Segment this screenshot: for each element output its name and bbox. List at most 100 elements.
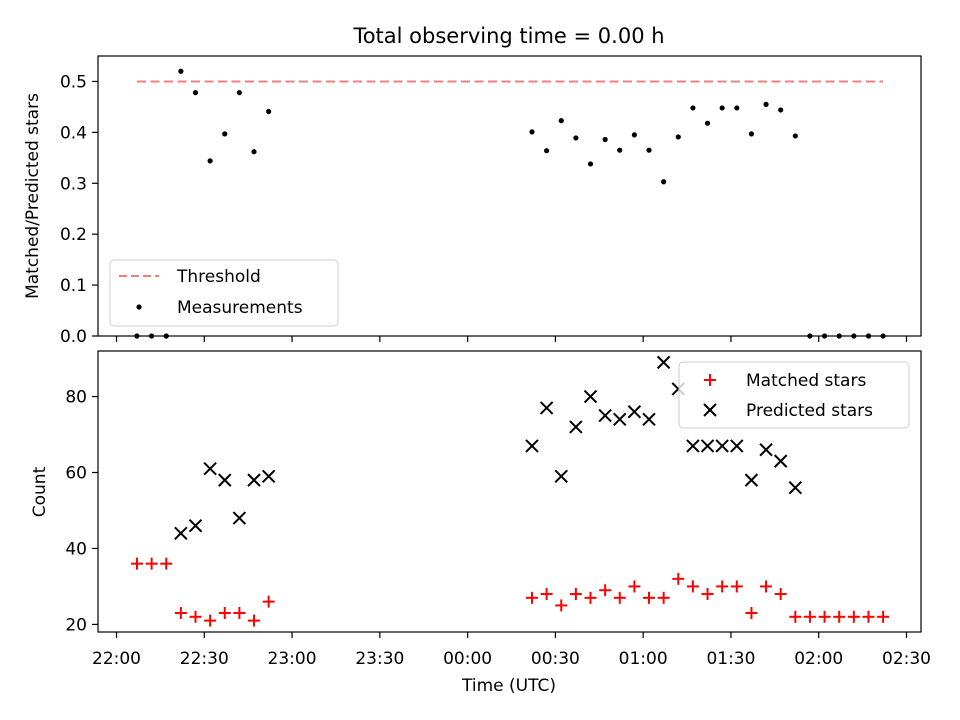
matched-star-point xyxy=(262,595,275,608)
predicted-star-point xyxy=(656,355,671,370)
measurement-point xyxy=(178,68,184,74)
x-tick-label: 01:30 xyxy=(706,649,755,669)
matched-star-point xyxy=(701,588,714,601)
chart-title: Total observing time = 0.00 h xyxy=(352,24,664,48)
matched-star-point xyxy=(847,610,860,623)
predicted-star-point xyxy=(700,439,715,453)
predicted-star-point xyxy=(627,405,642,419)
matched-star-point xyxy=(657,591,670,604)
measurement-point xyxy=(704,120,711,126)
matched-star-point xyxy=(730,580,743,593)
measurement-point xyxy=(778,107,784,113)
matched-star-point xyxy=(628,580,641,593)
measurement-point xyxy=(763,101,769,107)
predicted-star-point xyxy=(613,412,627,427)
count-y-tick-label: 20 xyxy=(65,615,87,635)
ratio-legend-box xyxy=(109,259,339,327)
count-y-axis-label: Count xyxy=(30,466,50,517)
count-y-tick-label: 40 xyxy=(65,539,87,559)
ratio-y-tick-label: 0.2 xyxy=(60,225,87,245)
matched-star-point xyxy=(145,557,158,570)
matched-star-point xyxy=(613,591,626,604)
x-tick-label: 23:30 xyxy=(355,649,404,669)
measurement-point xyxy=(631,132,637,138)
predicted-star-point xyxy=(730,439,744,453)
count-panel: 20 40 60 80 22:00 22:30 23:00 23:30 00:00 00:30 01… xyxy=(30,350,931,696)
x-tick-label: 02:30 xyxy=(882,649,931,669)
x-tick-label: 02:00 xyxy=(794,649,843,669)
matched-star-point xyxy=(540,588,553,601)
predicted-star-point xyxy=(247,473,261,487)
measurement-point xyxy=(251,149,257,155)
legend-predicted-label: Predicted stars xyxy=(746,401,873,421)
measurement-point xyxy=(675,134,681,140)
matched-star-point xyxy=(643,591,656,604)
matched-star-point xyxy=(189,610,202,623)
matched-star-point xyxy=(818,610,831,623)
predicted-star-point xyxy=(686,439,700,453)
predicted-star-point xyxy=(744,473,759,487)
predicted-star-point xyxy=(232,511,247,525)
ratio-y-axis-label: Matched/Predicted stars xyxy=(23,93,43,299)
measurement-point xyxy=(734,105,740,111)
matched-star-point xyxy=(803,610,816,623)
matched-star-point xyxy=(672,572,685,585)
ratio-plot-area: 0.0 0.1 0.2 0.3 0.4 0.5 xyxy=(60,68,908,347)
measurement-point xyxy=(558,118,564,124)
measurement-point xyxy=(266,108,272,115)
count-legend-box xyxy=(678,361,910,429)
matched-star-point xyxy=(569,588,582,601)
legend-predicted-swatch xyxy=(703,403,717,417)
predicted-star-point xyxy=(261,469,276,484)
measurement-point xyxy=(602,136,608,143)
predicted-star-point xyxy=(788,480,803,495)
predicted-star-point xyxy=(203,462,217,476)
ratio-y-tick-label: 0.0 xyxy=(60,327,87,347)
matched-star-point xyxy=(555,599,568,612)
x-tick-label: 22:00 xyxy=(92,649,141,669)
predicted-star-point xyxy=(188,518,203,533)
ratio-y-tick-label: 0.4 xyxy=(60,123,87,143)
matched-star-point xyxy=(716,580,729,593)
predicted-star-point xyxy=(554,469,568,484)
matched-star-point xyxy=(204,614,217,627)
matched-star-point xyxy=(774,588,787,601)
x-axis-label: Time (UTC) xyxy=(461,676,556,696)
predicted-star-point xyxy=(759,443,773,457)
matched-star-point xyxy=(233,607,246,620)
ratio-panel: Total observing time = 0.00 h 0.0 0.1 0.2 0… xyxy=(23,24,922,347)
count-plot-area: 20 40 60 80 22:00 22:30 23:00 23:30 00:00 00:30 01… xyxy=(65,355,931,669)
matched-star-point xyxy=(789,610,802,623)
matched-star-point xyxy=(877,610,890,623)
matched-star-point xyxy=(130,557,143,570)
measurement-point xyxy=(236,90,242,96)
x-tick-label: 22:30 xyxy=(180,649,229,669)
legend-threshold-label: Threshold xyxy=(176,267,261,287)
predicted-star-point xyxy=(525,439,539,453)
ratio-y-tick-label: 0.5 xyxy=(60,72,87,92)
count-legend: Matched stars Predicted stars xyxy=(678,361,910,429)
measurement-point xyxy=(719,105,725,111)
measurement-point xyxy=(192,90,199,96)
legend-measurements-swatch xyxy=(136,304,142,310)
ratio-y-tick-label: 0.1 xyxy=(60,276,87,296)
x-tick-label: 23:00 xyxy=(268,649,317,669)
measurement-point xyxy=(587,161,594,167)
predicted-star-point xyxy=(174,526,188,540)
predicted-star-point xyxy=(569,420,583,434)
matched-star-point xyxy=(174,607,187,620)
matched-star-point xyxy=(218,607,231,620)
measurement-point xyxy=(222,131,228,137)
predicted-star-point xyxy=(539,401,554,415)
measurement-point xyxy=(544,148,550,154)
measurement-point xyxy=(690,105,696,111)
matched-star-point xyxy=(686,580,699,593)
x-tick-label: 00:00 xyxy=(443,649,492,669)
predicted-star-point xyxy=(598,408,612,423)
measurement-point xyxy=(661,179,667,185)
count-axes-frame xyxy=(97,350,922,633)
matched-star-point xyxy=(833,610,846,623)
legend-matched-label: Matched stars xyxy=(746,371,866,391)
measurement-point xyxy=(792,133,798,139)
legend-measurements-label: Measurements xyxy=(177,298,303,318)
